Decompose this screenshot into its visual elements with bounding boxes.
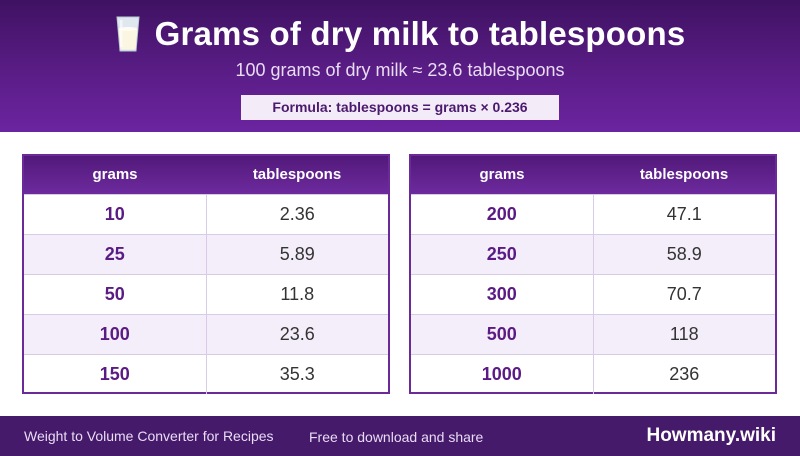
conversion-table-left: grams tablespoons 10 2.36 25 5.89 50 11.…: [22, 154, 390, 394]
table-row: 50 11.8: [24, 273, 388, 314]
grams-cell: 1000: [411, 353, 594, 394]
grams-cell: 50: [24, 273, 207, 314]
grams-cell: 300: [411, 273, 594, 314]
column-header-tablespoons: tablespoons: [206, 156, 388, 194]
tablespoons-cell: 35.3: [206, 353, 388, 394]
formula-badge: Formula: tablespoons = grams × 0.236: [241, 95, 559, 120]
tablespoons-cell: 70.7: [593, 273, 775, 314]
grams-cell: 100: [24, 313, 207, 354]
footer-bar: Weight to Volume Converter for Recipes F…: [0, 416, 800, 456]
column-header-tablespoons: tablespoons: [593, 156, 775, 194]
table-row: 10 2.36: [24, 193, 388, 234]
grams-cell: 10: [24, 193, 207, 234]
table-row: 100 23.6: [24, 313, 388, 354]
conversion-table-right: grams tablespoons 200 47.1 250 58.9 300 …: [409, 154, 777, 394]
grams-cell: 500: [411, 313, 594, 354]
table-row: 1000 236: [411, 353, 775, 394]
grams-cell: 250: [411, 233, 594, 274]
tablespoons-cell: 23.6: [206, 313, 388, 354]
tablespoons-cell: 118: [593, 313, 775, 354]
header-banner: Grams of dry milk to tablespoons 100 gra…: [0, 0, 800, 132]
table-row: 200 47.1: [411, 193, 775, 234]
tablespoons-cell: 2.36: [206, 193, 388, 234]
column-header-grams: grams: [24, 156, 206, 194]
grams-cell: 150: [24, 353, 207, 394]
footer-share-note: Free to download and share: [309, 429, 484, 445]
page-title: Grams of dry milk to tablespoons: [154, 15, 686, 52]
tablespoons-cell: 236: [593, 353, 775, 394]
tablespoons-cell: 5.89: [206, 233, 388, 274]
footer-tagline: Weight to Volume Converter for Recipes: [24, 428, 274, 444]
tablespoons-cell: 47.1: [593, 193, 775, 234]
grams-cell: 25: [24, 233, 207, 274]
tablespoons-cell: 58.9: [593, 233, 775, 274]
table-row: 25 5.89: [24, 233, 388, 274]
tablespoons-cell: 11.8: [206, 273, 388, 314]
brand-logo-text[interactable]: Howmany.wiki: [646, 425, 776, 446]
table-row: 250 58.9: [411, 233, 775, 274]
table-row: 500 118: [411, 313, 775, 354]
column-header-grams: grams: [411, 156, 593, 194]
milk-glass-icon: [115, 15, 141, 53]
title-row: Grams of dry milk to tablespoons: [0, 12, 800, 56]
table-row: 150 35.3: [24, 353, 388, 394]
subtitle: 100 grams of dry milk ≈ 23.6 tablespoons: [235, 60, 565, 80]
grams-cell: 200: [411, 193, 594, 234]
table-row: 300 70.7: [411, 273, 775, 314]
